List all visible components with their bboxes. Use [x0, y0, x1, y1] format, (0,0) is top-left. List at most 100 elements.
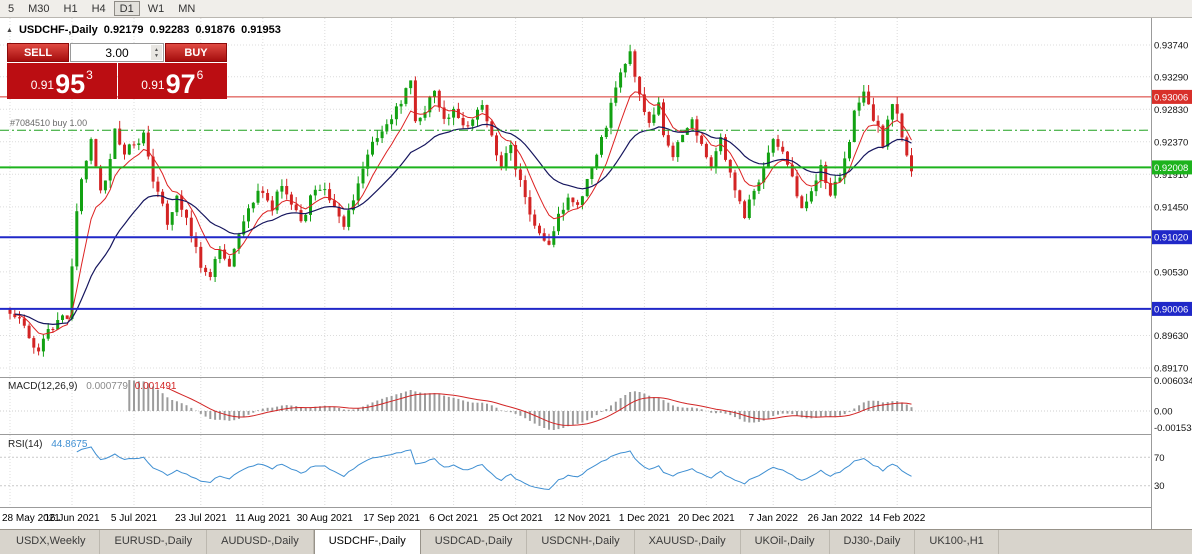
volume-increment-icon[interactable]: ▲	[154, 46, 159, 53]
macd-value-signal: 0.001491	[134, 381, 177, 392]
sell-price-display[interactable]: 0.91 95 3	[7, 63, 117, 99]
price-line-badge-text: 0.92008	[1154, 163, 1188, 174]
buy-button[interactable]: BUY	[165, 43, 227, 62]
chart-tab-audusd-daily[interactable]: AUDUSD-,Daily	[207, 530, 314, 554]
chart-tab-dj30-daily[interactable]: DJ30-,Daily	[830, 530, 916, 554]
chart-tab-usdchf-daily[interactable]: USDCHF-,Daily	[313, 530, 421, 554]
rsi-name: RSI(14)	[8, 439, 43, 450]
ohlc-open-value: 0.92179	[103, 24, 144, 36]
price-axis-label: 0.89630	[1154, 331, 1188, 342]
date-axis-label: 20 Dec 2021	[678, 513, 735, 524]
date-axis-label: 30 Aug 2021	[297, 513, 354, 524]
timeframe-button-m30[interactable]: M30	[22, 1, 55, 16]
date-axis-label: 25 Oct 2021	[488, 513, 543, 524]
one-click-collapse-icon[interactable]: ▲	[6, 26, 13, 34]
pane-separators	[0, 377, 1192, 508]
price-axis-label: 0.92370	[1154, 137, 1188, 148]
macd-signal-line	[167, 387, 912, 426]
volume-decrement-icon[interactable]: ▼	[154, 52, 159, 59]
date-axis-label: 5 Jul 2021	[111, 513, 158, 524]
one-click-prices-row: 0.91 95 3 0.91 97 6	[7, 63, 227, 99]
ma-fast-line	[14, 91, 912, 335]
price-axis-label: 0.90530	[1154, 267, 1188, 278]
buy-price-prefix: 0.91	[141, 78, 165, 92]
sell-price-point: 3	[86, 68, 93, 82]
date-axis-label: 17 Sep 2021	[363, 513, 420, 524]
macd-name: MACD(12,26,9)	[8, 381, 78, 392]
price-line-badge-text: 0.91020	[1154, 233, 1188, 244]
timeframe-toolbar: 5 M30 H1 H4 D1 W1 MN	[0, 0, 1192, 18]
rsi-line	[76, 446, 912, 491]
chart-tab-uk100-h1[interactable]: UK100-,H1	[915, 530, 999, 554]
price-axis-label: 0.92830	[1154, 105, 1188, 116]
one-click-trading-panel: SELL 3.00 ▲ ▼ BUY 0.91 95 3 0.91 97 6	[7, 43, 227, 99]
timeframe-button-mn[interactable]: MN	[172, 1, 201, 16]
volume-spinner: ▲ ▼	[151, 45, 162, 60]
price-line-badge	[1152, 89, 1192, 104]
chart-background	[0, 18, 1192, 529]
date-axis-label: 1 Dec 2021	[619, 513, 671, 524]
date-axis-label: 16 Jun 2021	[44, 513, 99, 524]
ohlc-low-value: 0.91876	[195, 24, 236, 36]
price-axis-label: 0.91450	[1154, 202, 1188, 213]
date-axis-label: 23 Jul 2021	[175, 513, 227, 524]
moving-averages	[14, 91, 912, 335]
ohlc-high-value: 0.92283	[149, 24, 190, 36]
chart-tab-usdx-weekly[interactable]: USDX,Weekly	[2, 530, 101, 554]
macd-axis-min-label: -0.001534	[1154, 423, 1192, 434]
price-axis-label: 0.93290	[1154, 72, 1188, 83]
chart-symbol-title: USDCHF-,Daily	[18, 24, 98, 36]
price-line-badge	[1152, 230, 1192, 245]
position-line-label[interactable]: #7084510 buy 1.00	[10, 118, 88, 128]
timeframe-button-h1[interactable]: H1	[58, 1, 84, 16]
chart-tab-usdcnh-daily[interactable]: USDCNH-,Daily	[527, 530, 635, 554]
macd-axis-zero-label: 0.00	[1154, 407, 1173, 418]
buy-price-pips: 97	[165, 69, 196, 99]
chart-tab-ukoil-daily[interactable]: UKOil-,Daily	[741, 530, 830, 554]
date-axis-label: 11 Aug 2021	[235, 513, 291, 524]
chart-tab-eurusd-daily[interactable]: EURUSD-,Daily	[100, 530, 208, 554]
chart-tab-xauusd-daily[interactable]: XAUUSD-,Daily	[635, 530, 741, 554]
price-line-badge	[1152, 160, 1192, 175]
date-axis-label: 28 May 2021	[2, 513, 60, 524]
buy-price-point: 6	[196, 68, 204, 82]
buy-price-display[interactable]: 0.91 97 6	[117, 63, 227, 99]
date-axis-label: 12 Nov 2021	[554, 513, 611, 524]
rsi-level-label: 70	[1154, 453, 1165, 464]
timeframe-button-h4[interactable]: H4	[86, 1, 112, 16]
sell-price-prefix: 0.91	[30, 78, 55, 92]
ohlc-close-value: 0.91953	[241, 24, 281, 36]
one-click-buttons-row: SELL 3.00 ▲ ▼ BUY	[7, 43, 227, 62]
price-line-badge-text: 0.93006	[1154, 92, 1188, 103]
macd-value-main: 0.000779	[86, 381, 128, 392]
ma-slow-line	[14, 123, 912, 326]
price-axis-label: 0.93740	[1154, 41, 1188, 52]
macd-pane	[0, 380, 1151, 430]
date-axis-label: 26 Jan 2022	[808, 513, 863, 524]
timeframe-button-d1[interactable]: D1	[113, 1, 140, 16]
volume-value: 3.00	[105, 45, 129, 60]
sell-button[interactable]: SELL	[7, 43, 69, 62]
rsi-level-label: 30	[1154, 481, 1165, 492]
macd-indicator-label: MACD(12,26,9) 0.000779 0.001491	[8, 381, 176, 392]
chart-tab-usdcad-daily[interactable]: USDCAD-,Daily	[421, 530, 528, 554]
rsi-indicator-label: RSI(14) 44.8675	[8, 439, 87, 450]
chart-title-bar: ▲ USDCHF-,Daily 0.92179 0.92283 0.91876 …	[6, 24, 281, 36]
price-axis-label: 0.89170	[1154, 364, 1188, 375]
date-axis-label: 6 Oct 2021	[429, 513, 478, 524]
rsi-value: 44.8675	[51, 439, 88, 450]
date-axis-label: 7 Jan 2022	[748, 513, 798, 524]
rsi-pane	[0, 446, 1151, 491]
macd-axis-max-label: 0.006034	[1154, 376, 1192, 387]
timeframe-button-w1[interactable]: W1	[142, 1, 171, 16]
timeframe-button-5[interactable]: 5	[2, 1, 20, 16]
chart-tab-bar: USDX,Weekly EURUSD-,Daily AUDUSD-,Daily USD…	[0, 529, 1192, 554]
sell-price-pips: 95	[55, 69, 86, 99]
volume-input[interactable]: 3.00 ▲ ▼	[70, 43, 164, 62]
date-axis-label: 14 Feb 2022	[869, 513, 926, 524]
price-line-badge	[1152, 301, 1192, 316]
price-line-badge-text: 0.90006	[1154, 304, 1188, 315]
